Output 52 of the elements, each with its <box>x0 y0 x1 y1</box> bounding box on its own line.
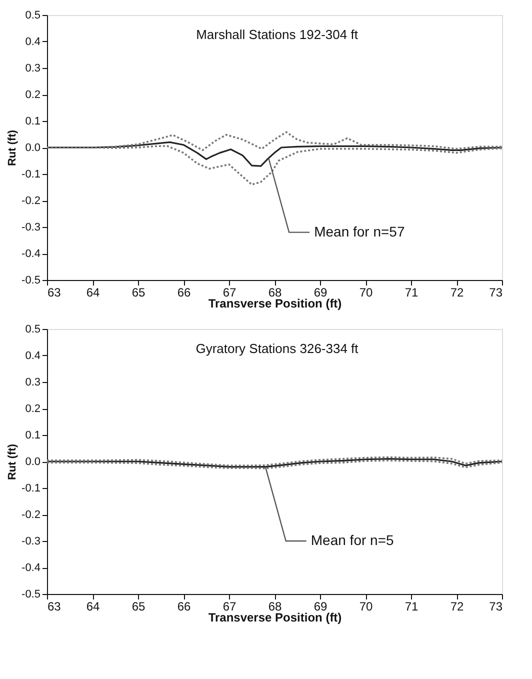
x-tick-label: 72 <box>450 600 464 614</box>
x-tick-label: 66 <box>177 286 191 300</box>
x-tick-label: 72 <box>450 286 464 300</box>
annotation: Mean for n=5 <box>310 532 394 548</box>
y-tick-label: 0.1 <box>25 430 40 442</box>
y-tick-label: 0.1 <box>25 116 40 128</box>
x-tick-label: 67 <box>222 286 236 300</box>
y-tick-label: -0.2 <box>22 195 40 207</box>
x-tick-label: 67 <box>222 600 236 614</box>
y-tick-label: 0.3 <box>25 62 40 74</box>
x-tick-label: 73 <box>489 286 503 300</box>
x-tick-label: 66 <box>177 600 191 614</box>
y-tick-label: 0.0 <box>25 456 40 468</box>
x-tick-label: 64 <box>86 286 100 300</box>
y-tick-label: 0.5 <box>25 324 40 336</box>
y-tick-label: -0.4 <box>22 562 40 574</box>
x-tick-label: 63 <box>48 600 62 614</box>
x-tick-label: 68 <box>268 600 282 614</box>
y-tick-label: -0.3 <box>22 536 40 548</box>
x-tick-label: 64 <box>86 600 100 614</box>
y-tick-label: -0.4 <box>22 248 40 260</box>
y-tick-label: 0.2 <box>25 89 40 101</box>
y-axis-title: Rut (ft) <box>6 444 19 480</box>
y-tick-label: 0.4 <box>25 36 40 48</box>
y-tick-label: -0.1 <box>22 168 40 180</box>
x-axis-title: Transverse Position (ft) <box>208 296 342 310</box>
x-tick-label: 71 <box>404 600 418 614</box>
x-axis-title: Transverse Position (ft) <box>208 610 342 624</box>
annotation: Mean for n=57 <box>314 223 405 240</box>
x-tick-label: 68 <box>268 286 282 300</box>
y-tick-label: 0.4 <box>25 350 40 362</box>
x-tick-label: 65 <box>132 286 146 300</box>
x-tick-label: 73 <box>489 600 503 614</box>
x-tick-label: 70 <box>359 286 373 300</box>
y-tick-label: -0.2 <box>22 509 40 521</box>
y-tick-label: -0.3 <box>22 222 40 234</box>
y-tick-label: -0.5 <box>22 274 40 286</box>
x-tick-label: 69 <box>314 600 328 614</box>
y-tick-label: 0.0 <box>25 142 40 154</box>
x-tick-label: 69 <box>314 286 328 300</box>
y-axis-title: Rut (ft) <box>6 130 19 166</box>
x-tick-label: 70 <box>359 600 373 614</box>
text: Marshall Stations 192-304 ft <box>196 27 358 42</box>
y-tick-label: 0.5 <box>25 10 40 22</box>
y-tick-label: 0.3 <box>25 376 40 388</box>
y-tick-label: -0.1 <box>22 482 40 494</box>
x-tick-label: 65 <box>132 600 146 614</box>
y-tick-label: 0.2 <box>25 403 40 415</box>
y-tick-label: -0.5 <box>22 588 40 600</box>
text: Gyratory Stations 326-334 ft <box>196 341 359 356</box>
x-tick-label: 71 <box>404 286 418 300</box>
x-tick-label: 63 <box>48 286 62 300</box>
